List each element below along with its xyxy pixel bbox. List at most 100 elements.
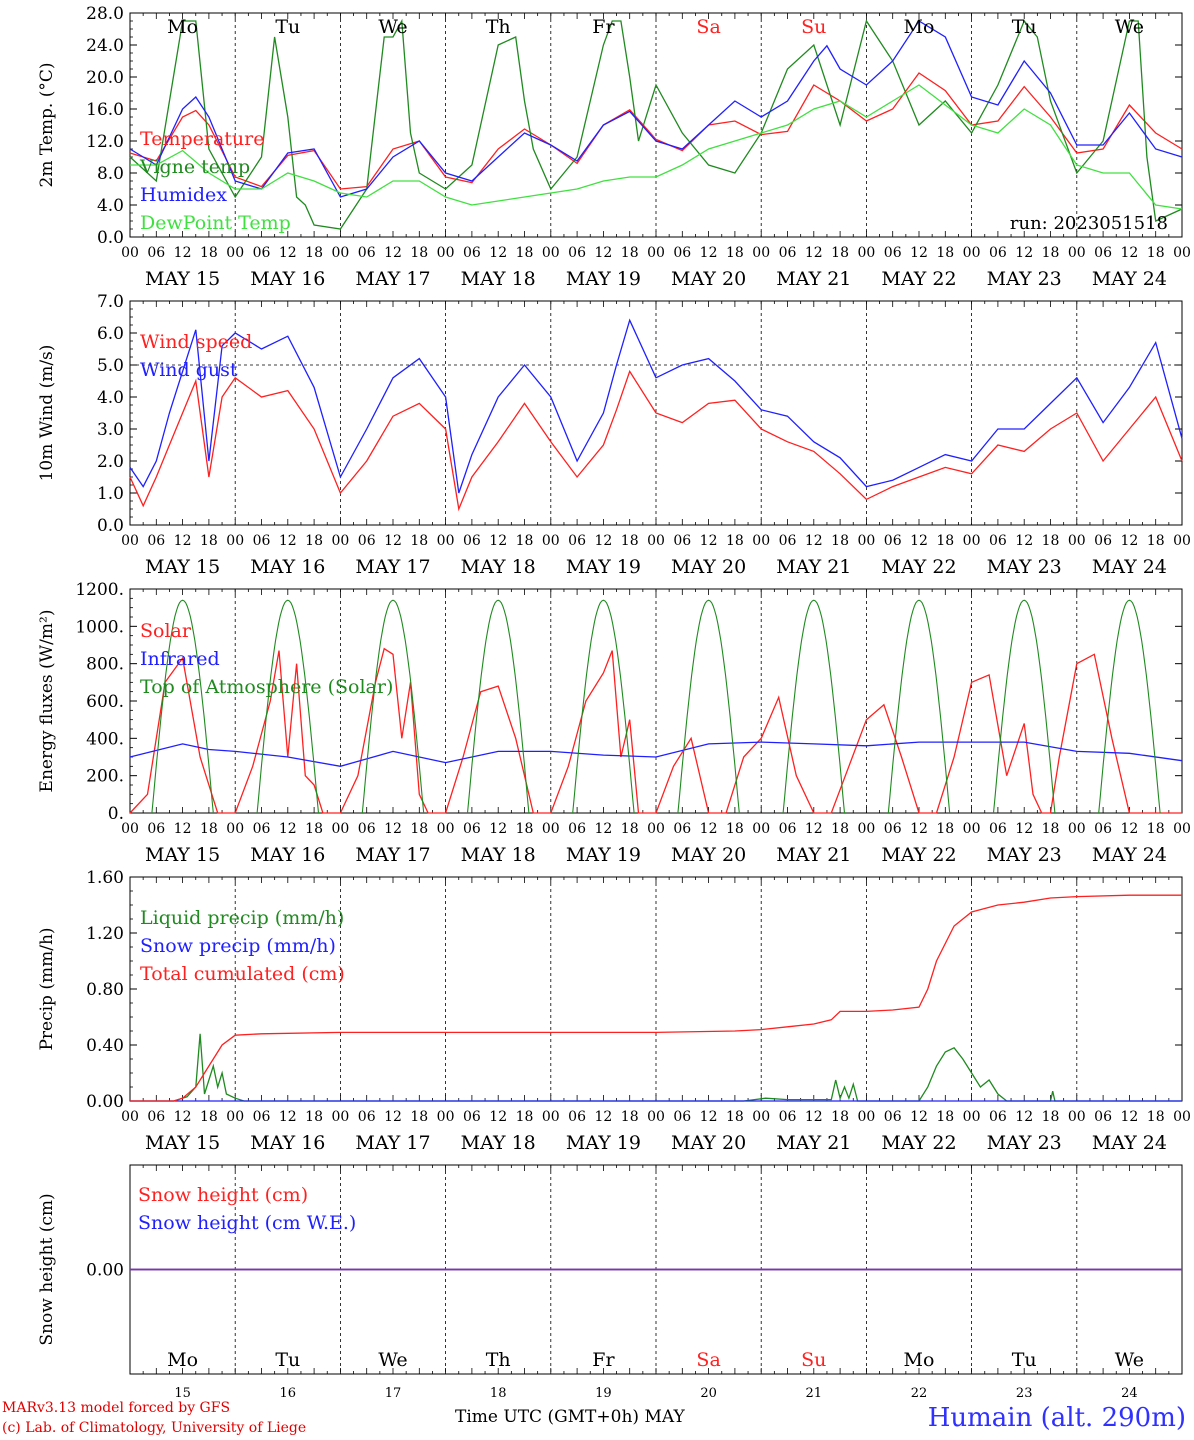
y-tick-label: 2.0: [97, 452, 124, 472]
hour-tick-label: 00: [1068, 533, 1086, 549]
hour-tick-label: 06: [989, 245, 1007, 261]
y-tick-label: 4.0: [97, 388, 124, 408]
y-tick-label: 12.0: [86, 132, 124, 152]
weekday-label: We: [1115, 16, 1144, 38]
y-axis-label: Energy fluxes (W/m²): [37, 610, 57, 793]
series-line: [1098, 599, 1161, 814]
y-tick-label: 0.00: [86, 1092, 124, 1112]
legend-entry: Snow precip (mm/h): [140, 935, 336, 957]
day-label: MAY 20: [671, 268, 746, 290]
hour-tick-label: 12: [910, 821, 928, 837]
hour-tick-label: 12: [1120, 821, 1138, 837]
hour-tick-label: 12: [910, 1109, 928, 1125]
day-label: MAY 24: [1092, 844, 1167, 866]
hour-tick-label: 12: [700, 821, 718, 837]
hour-tick-label: 12: [384, 821, 402, 837]
hour-tick-label: 00: [121, 1109, 139, 1125]
hour-tick-label: 18: [410, 533, 428, 549]
hour-tick-label: 18: [831, 245, 849, 261]
hour-tick-label: 12: [1120, 1109, 1138, 1125]
legend: Liquid precip (mm/h) Snow precip (mm/h) To…: [140, 907, 345, 985]
day-label: MAY 16: [250, 844, 325, 866]
x-axis-title-text: Time UTC (GMT+0h): [455, 1407, 640, 1427]
x-day-labels: MAY 15 MAY 16 MAY 17 MAY 18 MAY 19 MAY 20 MAY …: [145, 844, 1167, 866]
day-label: MAY 15: [145, 268, 220, 290]
hour-tick-label: 18: [831, 1109, 849, 1125]
hour-tick-label: 00: [752, 1109, 770, 1125]
hour-tick-label: 12: [174, 821, 192, 837]
hour-tick-label: 18: [726, 245, 744, 261]
hour-tick-label: 18: [936, 821, 954, 837]
hour-tick-label: 06: [253, 245, 271, 261]
x-hour-labels: 00 06 12 18 00 06 12 18 00 06 12 18 00 06 12 18 00 06 12 18…: [121, 821, 1191, 837]
day-number-label: 24: [1121, 1386, 1138, 1400]
hour-tick-label: 18: [621, 245, 639, 261]
hour-tick-label: 00: [121, 533, 139, 549]
day-label: MAY 24: [1092, 556, 1167, 578]
hour-tick-label: 12: [805, 1109, 823, 1125]
hour-tick-label: 12: [910, 533, 928, 549]
day-label: MAY 18: [461, 844, 536, 866]
hour-tick-label: 06: [568, 245, 586, 261]
y-tick-label: 5.0: [97, 356, 124, 376]
legend-entry: Temperature: [140, 128, 264, 150]
hour-tick-label: 12: [279, 821, 297, 837]
weekday-label: Tu: [275, 16, 300, 38]
day-label: MAY 23: [987, 844, 1062, 866]
hour-tick-label: 12: [594, 533, 612, 549]
hour-tick-label: 00: [857, 821, 875, 837]
day-label: MAY 21: [776, 268, 851, 290]
legend-entry: Snow height (cm): [138, 1184, 308, 1206]
hour-tick-label: 00: [331, 245, 349, 261]
hour-tick-label: 06: [779, 1109, 797, 1125]
day-label: MAY 23: [987, 556, 1062, 578]
day-label: MAY 21: [776, 844, 851, 866]
model-credit: MARv3.13 model forced by GFS: [2, 1400, 231, 1416]
legend-entry: Humidex: [140, 184, 227, 206]
hour-tick-label: 00: [647, 1109, 665, 1125]
series-line: [572, 599, 635, 814]
legend-entry: Top of Atmosphere (Solar): [140, 676, 393, 698]
hour-tick-label: 06: [884, 245, 902, 261]
hour-tick-label: 00: [647, 533, 665, 549]
hour-tick-label: 00: [963, 533, 981, 549]
hour-tick-label: 18: [305, 821, 323, 837]
series-line: [129, 741, 1183, 767]
hour-tick-label: 18: [1042, 245, 1060, 261]
series-line: [151, 599, 214, 814]
legend-entry: Vigne temp: [139, 156, 250, 178]
legend-entry: Liquid precip (mm/h): [140, 907, 344, 929]
day-number-label: 21: [806, 1386, 823, 1400]
hour-tick-label: 00: [331, 533, 349, 549]
day-label: MAY 22: [881, 556, 956, 578]
hour-tick-label: 18: [726, 821, 744, 837]
y-tick-label: 1000.: [75, 617, 124, 637]
day-label: MAY 21: [776, 1132, 851, 1154]
hour-tick-label: 12: [700, 245, 718, 261]
hour-tick-label: 00: [1173, 1109, 1191, 1125]
hour-tick-label: 12: [805, 821, 823, 837]
day-number-label: 15: [174, 1386, 191, 1400]
hour-tick-label: 06: [1094, 1109, 1112, 1125]
hour-tick-label: 06: [1094, 533, 1112, 549]
hour-tick-label: 18: [621, 533, 639, 549]
hour-tick-label: 12: [384, 1109, 402, 1125]
hour-tick-label: 18: [936, 1109, 954, 1125]
weekday-label: We: [378, 16, 407, 38]
hour-tick-label: 06: [147, 1109, 165, 1125]
hour-tick-label: 12: [594, 1109, 612, 1125]
day-label: MAY 17: [355, 1132, 430, 1154]
hour-tick-label: 00: [542, 245, 560, 261]
y-tick-label: 400.: [86, 729, 124, 749]
hour-tick-label: 00: [647, 821, 665, 837]
y-tick-label: 7.0: [97, 292, 124, 312]
day-label: MAY 18: [461, 268, 536, 290]
x-axis-title: Time UTC (GMT+0h) MAY: [455, 1407, 685, 1427]
hour-tick-label: 18: [410, 245, 428, 261]
series-group: [129, 599, 1183, 814]
series-line: [130, 84, 1183, 210]
hour-tick-label: 06: [884, 1109, 902, 1125]
y-tick-label: 0.: [108, 804, 124, 824]
day-label: MAY 21: [776, 556, 851, 578]
